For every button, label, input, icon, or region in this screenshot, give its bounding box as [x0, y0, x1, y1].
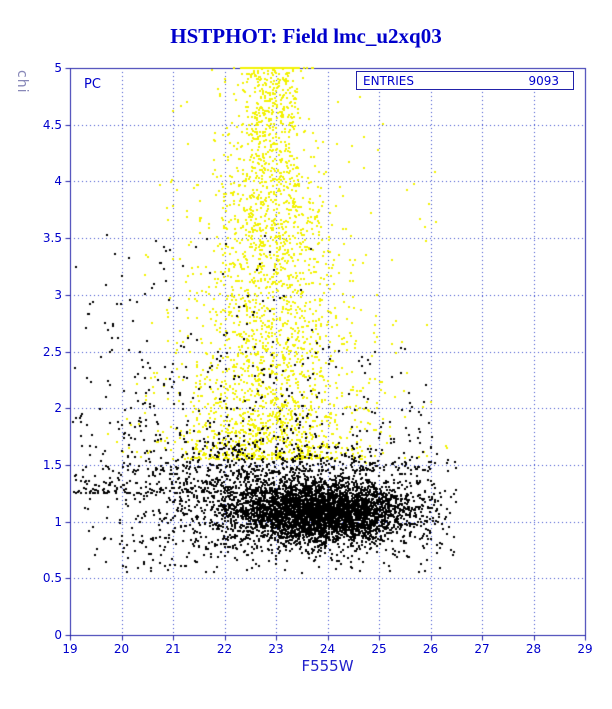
- y-tick-label: 4: [54, 174, 62, 189]
- entries-value: 9093: [528, 73, 559, 88]
- y-tick-label: 3: [54, 287, 62, 302]
- panel-label: PC: [84, 77, 101, 92]
- y-tick-label: 1: [54, 514, 62, 529]
- y-tick-label: 1.5: [42, 457, 62, 472]
- y-tick-label: 0.5: [42, 571, 62, 586]
- entries-box: ENTRIES 9093: [356, 71, 574, 90]
- y-tick-label: 0: [54, 628, 62, 642]
- y-tick-label: 3.5: [42, 231, 62, 246]
- y-tick-label: 2.5: [42, 344, 62, 359]
- x-tick-label: 29: [577, 642, 593, 656]
- x-tick-label: 28: [525, 642, 542, 656]
- y-tick-label: 5: [54, 61, 62, 75]
- x-tick-label: 24: [319, 642, 336, 656]
- x-axis-label: F555W: [301, 657, 354, 675]
- x-tick-label: 21: [165, 642, 181, 656]
- y-tick-label: 4.5: [42, 117, 62, 132]
- x-tick-label: 20: [113, 642, 130, 656]
- x-tick-label: 26: [422, 642, 439, 656]
- x-tick-label: 27: [474, 642, 490, 656]
- y-axis-label: chi: [14, 70, 30, 94]
- x-tick-label: 25: [371, 642, 387, 656]
- x-tick-label: 23: [268, 642, 284, 656]
- x-tick-label: 19: [62, 642, 78, 656]
- entries-label: ENTRIES: [363, 73, 414, 88]
- chart-title: HSTPHOT: Field lmc_u2xq03: [170, 24, 442, 48]
- y-tick-label: 2: [54, 401, 62, 416]
- x-tick-label: 22: [216, 642, 233, 656]
